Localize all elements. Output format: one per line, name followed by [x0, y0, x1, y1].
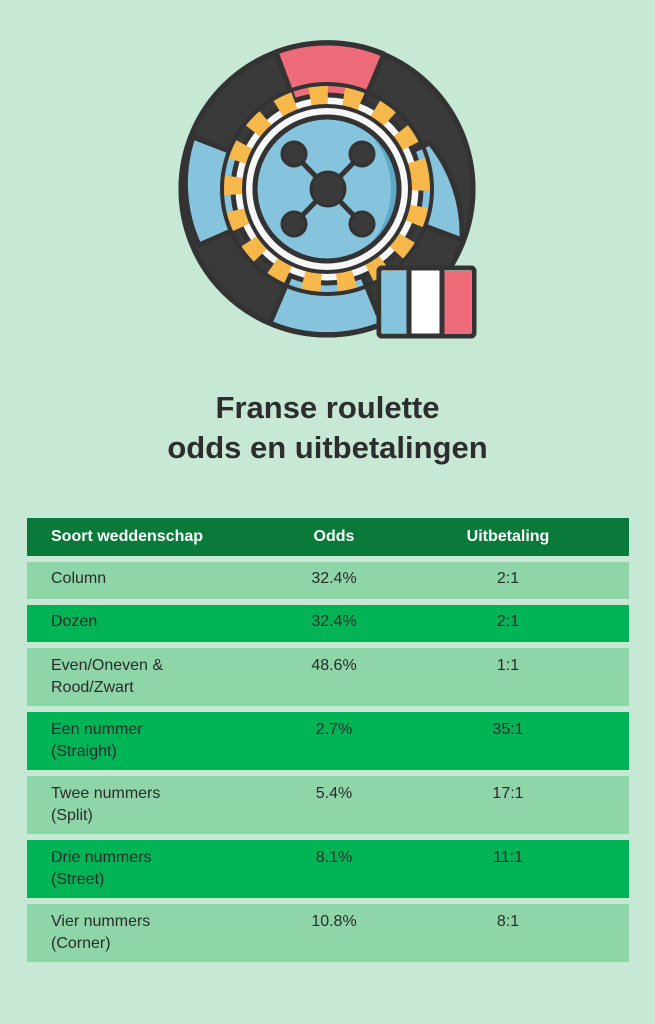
table-row: Twee nummers (Split) 5.4% 17:1 — [27, 776, 629, 834]
payout-cell: 11:1 — [493, 849, 523, 866]
roulette-wheel-icon — [178, 40, 477, 339]
bet-type-label: Even/Oneven & — [51, 657, 164, 674]
bet-type-sublabel: (Corner) — [51, 935, 111, 952]
table-row: Column 32.4% 2:1 — [27, 562, 629, 599]
table-row: Vier nummers (Corner) 10.8% 8:1 — [27, 904, 629, 962]
odds-cell: 32.4% — [311, 570, 357, 587]
bet-type-label: Drie nummers — [51, 849, 152, 866]
bet-type-cell: Drie nummers (Street) — [27, 847, 281, 890]
odds-cell: 5.4% — [315, 785, 353, 802]
odds-cell: 2.7% — [315, 721, 353, 738]
french-flag-icon — [376, 265, 477, 339]
header-payout: Uitbetaling — [466, 528, 550, 545]
bet-type-cell: Dozen — [27, 611, 281, 634]
odds-table: Soort weddenschap Odds Uitbetaling Colum… — [27, 518, 629, 968]
bet-type-sublabel: Rood/Zwart — [51, 679, 134, 696]
table-row: Even/Oneven & Rood/Zwart 48.6% 1:1 — [27, 648, 629, 706]
bet-type-cell: Column — [27, 568, 281, 591]
payout-cell: 35:1 — [492, 721, 524, 738]
bet-type-sublabel: (Split) — [51, 807, 93, 824]
bet-type-cell: Vier nummers (Corner) — [27, 911, 281, 954]
header-odds: Odds — [313, 528, 355, 545]
bet-type-sublabel: (Street) — [51, 871, 105, 888]
bet-type-label: Column — [51, 570, 107, 587]
title-line-1: Franse roulette — [215, 390, 440, 425]
bet-type-cell: Twee nummers (Split) — [27, 783, 281, 826]
bet-type-label: Een nummer — [51, 721, 143, 738]
odds-cell: 32.4% — [311, 613, 357, 630]
bet-type-label: Vier nummers — [51, 913, 151, 930]
bet-type-sublabel: (Straight) — [51, 743, 117, 760]
odds-cell: 10.8% — [311, 913, 357, 930]
header-bet-type: Soort weddenschap — [51, 528, 204, 545]
odds-cell: 48.6% — [311, 657, 357, 674]
bet-type-cell: Een nummer (Straight) — [27, 719, 281, 762]
title-line-2: odds en uitbetalingen — [167, 430, 488, 465]
odds-cell: 8.1% — [315, 849, 353, 866]
page-title: Franse roulette odds en uitbetalingen — [0, 388, 655, 468]
table-row: Dozen 32.4% 2:1 — [27, 605, 629, 642]
bet-type-cell: Even/Oneven & Rood/Zwart — [27, 655, 281, 698]
payout-cell: 1:1 — [496, 657, 520, 674]
payout-cell: 8:1 — [496, 913, 520, 930]
payout-cell: 17:1 — [492, 785, 524, 802]
payout-cell: 2:1 — [496, 570, 520, 587]
table-header: Soort weddenschap Odds Uitbetaling — [27, 518, 629, 556]
payout-cell: 2:1 — [496, 613, 520, 630]
bet-type-label: Twee nummers — [51, 785, 161, 802]
roulette-illustration — [0, 0, 655, 360]
table-row: Drie nummers (Street) 8.1% 11:1 — [27, 840, 629, 898]
table-row: Een nummer (Straight) 2.7% 35:1 — [27, 712, 629, 770]
bet-type-label: Dozen — [51, 613, 98, 630]
